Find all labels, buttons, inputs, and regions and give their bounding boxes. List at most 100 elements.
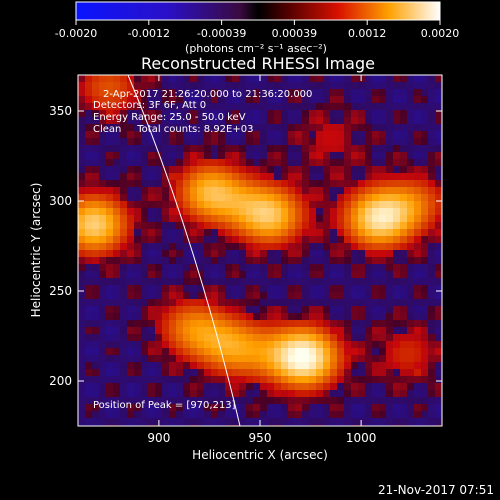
heatmap-cell bbox=[197, 313, 204, 320]
heatmap-cell bbox=[344, 75, 351, 82]
heatmap-cell bbox=[204, 341, 211, 348]
heatmap-cell bbox=[295, 341, 302, 348]
heatmap-cell bbox=[155, 208, 162, 215]
heatmap-cell bbox=[400, 390, 407, 397]
heatmap-cell bbox=[134, 355, 141, 362]
heatmap-cell bbox=[281, 194, 288, 201]
heatmap-cell bbox=[253, 397, 260, 404]
heatmap-cell bbox=[400, 348, 407, 355]
heatmap-cell bbox=[190, 166, 197, 173]
heatmap-cell bbox=[337, 110, 344, 117]
heatmap-cell bbox=[204, 292, 211, 299]
heatmap-cell bbox=[428, 222, 435, 229]
heatmap-cell bbox=[372, 117, 379, 124]
heatmap-cell bbox=[78, 194, 85, 201]
heatmap-cell bbox=[407, 285, 414, 292]
heatmap-cell bbox=[344, 145, 351, 152]
heatmap-cell bbox=[295, 278, 302, 285]
heatmap-cell bbox=[246, 320, 253, 327]
heatmap-cell bbox=[302, 75, 309, 82]
heatmap-cell bbox=[323, 173, 330, 180]
heatmap-cell bbox=[183, 334, 190, 341]
heatmap-cell bbox=[218, 418, 225, 425]
heatmap-cell bbox=[309, 292, 316, 299]
heatmap-cell bbox=[435, 215, 442, 222]
heatmap-cell bbox=[435, 292, 442, 299]
heatmap-cell bbox=[400, 166, 407, 173]
heatmap-cell bbox=[113, 82, 120, 89]
heatmap-cell bbox=[365, 320, 372, 327]
heatmap-cell bbox=[260, 131, 267, 138]
heatmap-cell bbox=[421, 362, 428, 369]
heatmap-cell bbox=[358, 187, 365, 194]
heatmap-cell bbox=[190, 327, 197, 334]
heatmap-cell bbox=[162, 404, 169, 411]
heatmap-cell bbox=[407, 306, 414, 313]
heatmap-cell bbox=[281, 222, 288, 229]
heatmap-cell bbox=[428, 285, 435, 292]
heatmap-cell bbox=[197, 117, 204, 124]
heatmap-cell bbox=[155, 369, 162, 376]
heatmap-cell bbox=[351, 194, 358, 201]
heatmap-cell bbox=[295, 103, 302, 110]
heatmap-cell bbox=[267, 131, 274, 138]
heatmap-cell bbox=[127, 82, 134, 89]
heatmap-cell bbox=[316, 376, 323, 383]
heatmap-cell bbox=[162, 187, 169, 194]
heatmap-cell bbox=[204, 250, 211, 257]
heatmap-cell bbox=[225, 194, 232, 201]
heatmap-cell bbox=[274, 278, 281, 285]
heatmap-cell bbox=[260, 278, 267, 285]
heatmap-cell bbox=[239, 397, 246, 404]
heatmap-cell bbox=[211, 306, 218, 313]
heatmap-cell bbox=[169, 264, 176, 271]
heatmap-cell bbox=[197, 292, 204, 299]
heatmap-cell bbox=[316, 341, 323, 348]
heatmap-cell bbox=[351, 138, 358, 145]
heatmap-cell bbox=[302, 222, 309, 229]
heatmap-cell bbox=[253, 89, 260, 96]
heatmap-cell bbox=[372, 138, 379, 145]
heatmap-cell bbox=[190, 117, 197, 124]
heatmap-cell bbox=[435, 376, 442, 383]
heatmap-cell bbox=[393, 341, 400, 348]
heatmap-cell bbox=[372, 152, 379, 159]
heatmap-cell bbox=[169, 411, 176, 418]
heatmap-cell bbox=[78, 341, 85, 348]
heatmap-cell bbox=[239, 194, 246, 201]
heatmap-cell bbox=[379, 320, 386, 327]
heatmap-cell bbox=[85, 271, 92, 278]
heatmap-cell bbox=[176, 243, 183, 250]
heatmap-cell bbox=[365, 96, 372, 103]
heatmap-cell bbox=[365, 264, 372, 271]
heatmap-cell bbox=[162, 103, 169, 110]
heatmap-cell bbox=[267, 201, 274, 208]
heatmap-cell bbox=[386, 264, 393, 271]
heatmap-cell bbox=[407, 341, 414, 348]
heatmap-cell bbox=[260, 285, 267, 292]
heatmap-cell bbox=[316, 334, 323, 341]
heatmap-cell bbox=[351, 250, 358, 257]
heatmap-cell bbox=[344, 278, 351, 285]
heatmap-cell bbox=[169, 173, 176, 180]
heatmap-cell bbox=[274, 404, 281, 411]
heatmap-cell bbox=[176, 355, 183, 362]
heatmap-cell bbox=[218, 180, 225, 187]
heatmap-cell bbox=[183, 82, 190, 89]
heatmap-cell bbox=[372, 418, 379, 425]
heatmap-cell bbox=[127, 320, 134, 327]
heatmap-cell bbox=[239, 124, 246, 131]
heatmap-cell bbox=[421, 152, 428, 159]
heatmap-cell bbox=[92, 138, 99, 145]
heatmap-cell bbox=[127, 299, 134, 306]
heatmap-cell bbox=[295, 383, 302, 390]
heatmap-cell bbox=[428, 362, 435, 369]
heatmap-cell bbox=[428, 390, 435, 397]
heatmap-cell bbox=[260, 229, 267, 236]
heatmap-cell bbox=[267, 82, 274, 89]
heatmap-cell bbox=[421, 411, 428, 418]
heatmap-cell bbox=[99, 411, 106, 418]
heatmap-cell bbox=[204, 131, 211, 138]
heatmap-cell bbox=[358, 201, 365, 208]
heatmap-cell bbox=[428, 89, 435, 96]
